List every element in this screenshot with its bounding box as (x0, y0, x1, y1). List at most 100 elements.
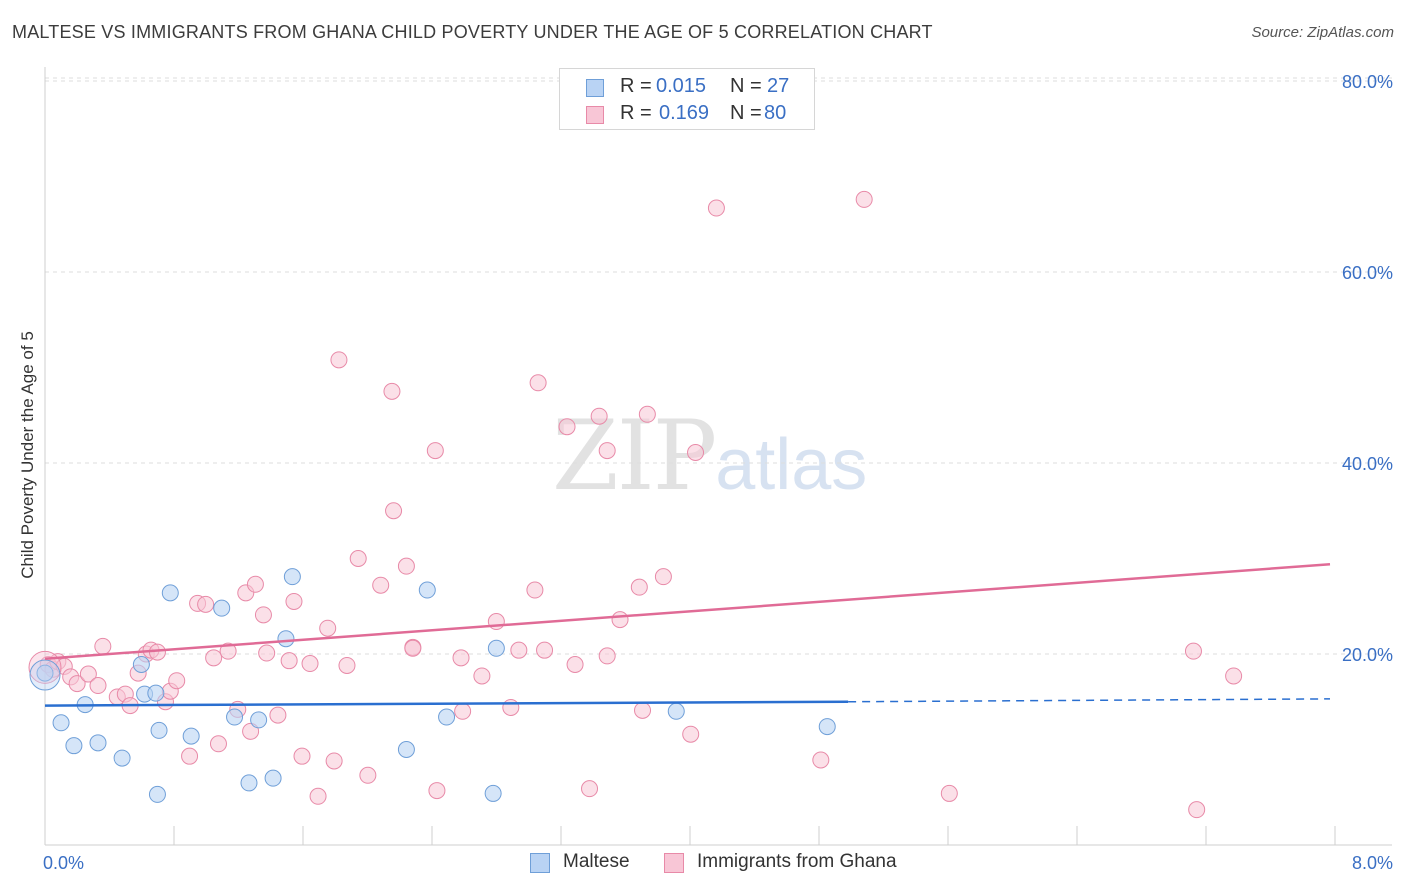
maltese-point (484, 784, 502, 802)
maltese-point (148, 785, 166, 803)
ghana-point (634, 701, 652, 719)
y-tick-label: 80.0% (1342, 72, 1393, 92)
maltese-point (150, 721, 168, 739)
maltese-point (397, 741, 415, 758)
ghana-point (68, 675, 86, 693)
ghana-trend-line (44, 562, 1331, 661)
ghana-point (654, 568, 672, 586)
maltese-point (240, 774, 258, 792)
ghana-point (638, 405, 656, 423)
ghana-point (330, 351, 348, 369)
legend-label-ghana: Immigrants from Ghana (697, 851, 897, 872)
ghana-point (285, 592, 303, 610)
ghana-point (558, 418, 576, 436)
ghana-point (510, 641, 528, 659)
ghana-point (209, 735, 227, 753)
ghana-point (812, 751, 830, 769)
maltese-trend-line (44, 700, 849, 707)
ghana-point (454, 702, 472, 720)
maltese-point (226, 708, 244, 726)
ghana-point (258, 644, 276, 662)
ghana-point (338, 656, 356, 674)
ghana-point (536, 641, 554, 659)
maltese-point (250, 711, 268, 729)
ghana-point (383, 382, 401, 400)
maltese-point (667, 702, 685, 720)
trend-lines (44, 562, 1331, 707)
maltese-point (52, 714, 70, 732)
maltese-r-value: 0.015 (656, 75, 707, 97)
ghana-legend-swatch (664, 853, 684, 873)
maltese-point (418, 581, 436, 599)
maltese-point (264, 769, 282, 787)
ghana-point (269, 706, 287, 724)
ghana-point (94, 637, 112, 655)
maltese-points (29, 568, 836, 803)
legend-label-maltese: Maltese (563, 851, 630, 872)
ghana-point (219, 642, 237, 660)
grid-lines (45, 77, 1392, 655)
ghana-point (246, 575, 264, 593)
ghana-point (529, 374, 547, 392)
y-tick-label: 20.0% (1342, 645, 1393, 665)
ghana-point (385, 502, 403, 520)
tick-labels: 20.0% 40.0% 60.0% 80.0% 0.0% 8.0% (43, 72, 1393, 873)
maltese-point (147, 684, 165, 702)
ghana-point (855, 190, 873, 208)
ghana-point (372, 576, 390, 594)
maltese-point (65, 737, 83, 755)
y-tick-label: 60.0% (1342, 263, 1393, 283)
ghana-point (1225, 667, 1243, 685)
ghana-point (404, 639, 422, 657)
maltese-point (438, 708, 456, 726)
ghana-point (452, 649, 470, 667)
maltese-point (818, 718, 836, 736)
maltese-point (213, 599, 231, 617)
ghana-point (1188, 801, 1206, 819)
ghana-points (28, 190, 1243, 819)
maltese-point (89, 734, 107, 752)
ghana-point (687, 443, 705, 461)
maltese-trend-extension (848, 698, 1331, 703)
chart-source: Source: ZipAtlas.com (1251, 24, 1394, 41)
ghana-n-value: 80 (764, 102, 787, 124)
ghana-r-label: R = (620, 102, 652, 124)
maltese-r-label: R = (620, 75, 652, 97)
ghana-point (309, 787, 327, 805)
ghana-point (598, 647, 616, 665)
maltese-swatch (586, 79, 604, 97)
maltese-point (113, 749, 131, 767)
ghana-r-value: 0.169 (659, 102, 710, 124)
ghana-point (205, 649, 223, 667)
maltese-point (36, 664, 54, 682)
maltese-point (283, 568, 301, 586)
maltese-point (277, 630, 295, 648)
ghana-point (280, 652, 298, 670)
ghana-point (630, 578, 648, 596)
ghana-point (473, 667, 491, 685)
ghana-point (293, 747, 311, 765)
axes (44, 67, 1392, 846)
maltese-n-label: N = (730, 75, 762, 97)
ghana-point (526, 581, 544, 599)
ghana-point (325, 752, 343, 770)
ghana-point (590, 407, 608, 425)
x-tick-label-max: 8.0% (1352, 853, 1393, 873)
ghana-point (89, 677, 107, 695)
ghana-point (707, 199, 725, 217)
ghana-point (1184, 642, 1202, 660)
ghana-point (349, 550, 367, 567)
correlation-legend: R = 0.015 N = 27 R = 0.169 N = 80 (559, 68, 815, 130)
maltese-n-value: 27 (767, 75, 790, 97)
x-tick-label-min: 0.0% (43, 853, 84, 873)
maltese-point (161, 584, 179, 602)
maltese-point (182, 727, 200, 745)
maltese-point (132, 656, 150, 674)
ghana-point (682, 725, 700, 743)
ghana-swatch (586, 106, 604, 124)
y-tick-label: 40.0% (1342, 454, 1393, 474)
ghana-point (359, 766, 377, 784)
ghana-point (79, 665, 97, 683)
ghana-point (581, 780, 599, 798)
